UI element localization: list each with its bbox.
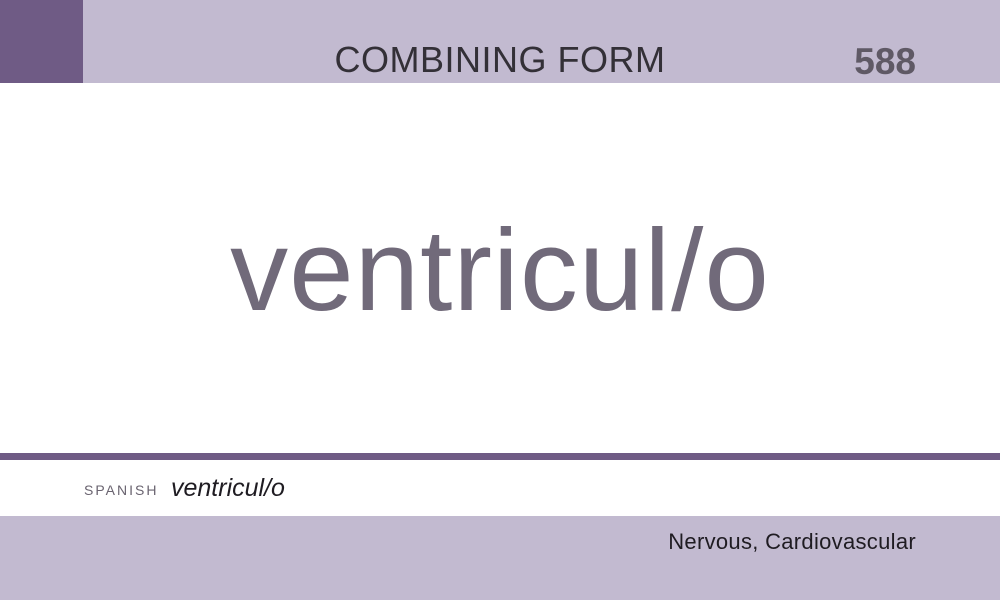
language-label: SPANISH	[84, 482, 159, 498]
corner-accent-block	[0, 0, 83, 83]
card-type-label: COMBINING FORM	[334, 39, 666, 80]
footer-band	[0, 516, 1000, 600]
body-system-categories: Nervous, Cardiovascular	[668, 529, 916, 554]
divider-bar	[0, 453, 1000, 460]
translation-row	[0, 460, 1000, 516]
header-band	[0, 0, 1000, 83]
translation-text: ventricul/o	[171, 474, 285, 502]
card-number: 588	[854, 41, 916, 82]
term-word: ventricul/o	[230, 205, 770, 335]
